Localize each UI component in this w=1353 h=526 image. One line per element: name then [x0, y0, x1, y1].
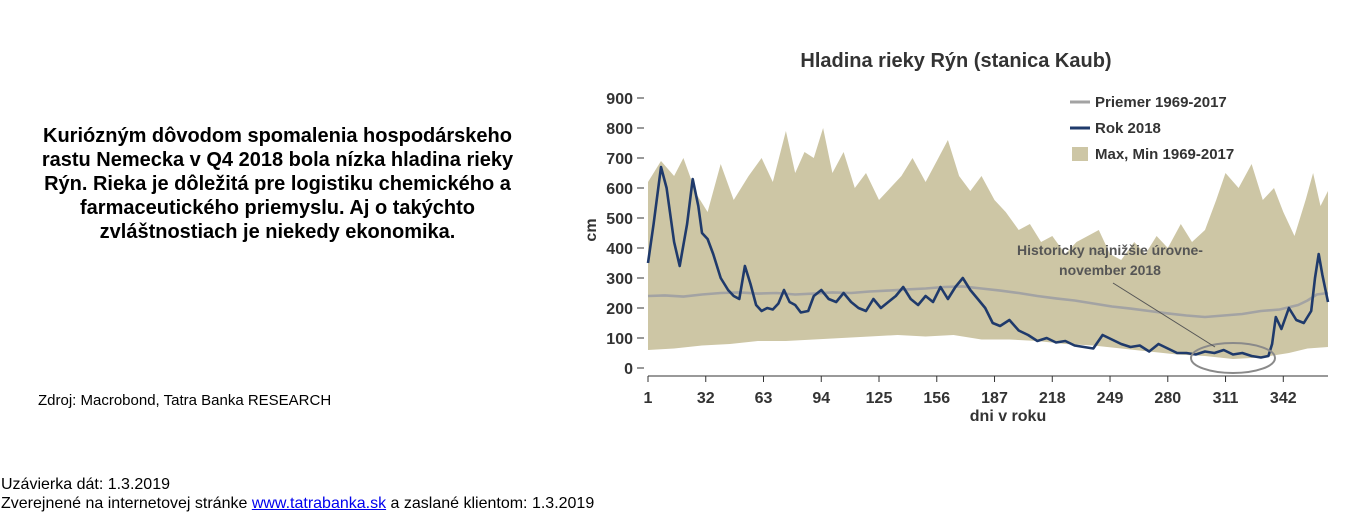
published-line: Zverejnené na internetovej stránke www.t… — [1, 494, 594, 513]
y-tick-label: 700 — [606, 151, 633, 168]
legend-label-band: Max, Min 1969-2017 — [1095, 146, 1234, 163]
published-suffix: a zaslané klientom: 1.3.2019 — [386, 495, 595, 512]
x-tick-label: 1 — [644, 390, 653, 407]
x-tick-label: 218 — [1039, 390, 1066, 407]
footer: Uzávierka dát: 1.3.2019 Zverejnené na in… — [1, 475, 594, 513]
y-tick-label: 0 — [624, 361, 633, 378]
x-tick-label: 32 — [697, 390, 715, 407]
average-line — [647, 285, 1329, 319]
chart-title: Hladina rieky Rýn (stanica Kaub) — [800, 50, 1111, 72]
legend-label-2018: Rok 2018 — [1095, 120, 1161, 137]
y-tick-label: 300 — [606, 271, 633, 288]
year-2018-line — [646, 165, 1330, 359]
legend: Priemer 1969-2017 Rok 2018 Max, Min 1969… — [1070, 94, 1234, 163]
y-tick-label: 900 — [606, 91, 633, 108]
legend-swatch-band — [1072, 147, 1088, 161]
x-tick-label: 342 — [1270, 390, 1297, 407]
y-tick-label: 800 — [606, 121, 633, 138]
y-tick-label: 400 — [606, 241, 633, 258]
x-tick-label: 280 — [1154, 390, 1181, 407]
y-tick-label: 200 — [606, 301, 633, 318]
y-axis-label: cm — [583, 218, 600, 241]
y-tick-label: 500 — [606, 211, 633, 228]
caption-text: Kuriózným dôvodom spomalenia hospodárske… — [41, 125, 514, 243]
x-tick-label: 125 — [866, 390, 893, 407]
source-note: Zdroj: Macrobond, Tatra Banka RESEARCH — [38, 392, 332, 409]
x-tick-label: 156 — [923, 390, 950, 407]
y-tick-label: 600 — [606, 181, 633, 198]
tatrabanka-link[interactable]: www.tatrabanka.sk — [251, 495, 387, 512]
lowest-level-ellipse — [1190, 342, 1276, 374]
annotation-pointer — [1112, 282, 1216, 348]
x-tick-label: 94 — [812, 390, 830, 407]
annotation-line-2: november 2018 — [1059, 262, 1161, 278]
x-tick-label: 311 — [1213, 390, 1239, 407]
x-axis-label: dni v roku — [970, 408, 1046, 425]
legend-label-average: Priemer 1969-2017 — [1095, 94, 1227, 111]
data-deadline: Uzávierka dát: 1.3.2019 — [1, 476, 170, 493]
x-tick-label: 63 — [755, 390, 773, 407]
annotation-line-1: Historicky najnižšie úrovne- — [1017, 242, 1203, 258]
max-min-band — [648, 128, 1328, 359]
y-tick-label: 100 — [606, 331, 633, 348]
x-tick-label: 187 — [981, 390, 1008, 407]
published-prefix: Zverejnené na internetovej stránke — [1, 495, 252, 512]
x-tick-label: 249 — [1097, 390, 1124, 407]
rhine-level-chart: Hladina rieky Rýn (stanica Kaub) 1 32 63 94… — [583, 50, 1330, 425]
